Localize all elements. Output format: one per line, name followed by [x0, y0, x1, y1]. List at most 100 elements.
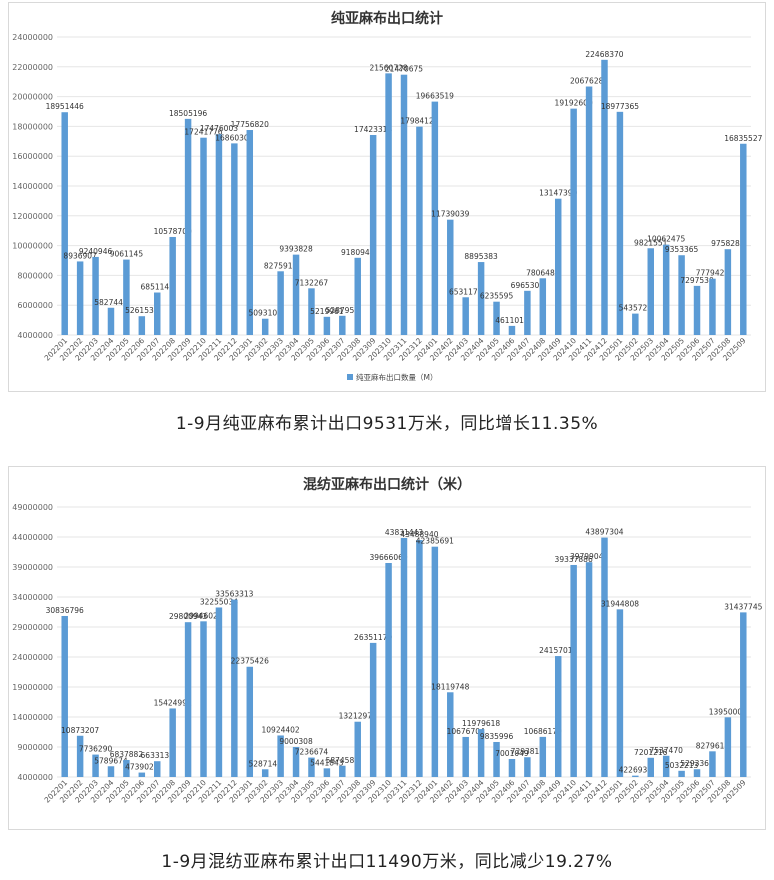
bar-chart-blended-linen: 混纺亚麻布出口统计（米） 4000000 9000000 14000000 190000… [12, 476, 762, 805]
y-tick-label: 4000000 [17, 773, 53, 782]
bar-202306 [323, 316, 331, 335]
y-tick-label: 8000000 [17, 271, 53, 280]
y-tick-label: 20000000 [12, 93, 53, 102]
bar-202207 [154, 292, 161, 335]
data-label: 39666069 [369, 553, 407, 562]
bar-202405 [493, 301, 500, 335]
bar-202411 [585, 562, 593, 777]
bar-202311 [400, 538, 408, 777]
y-tick-label: 12000000 [12, 212, 53, 221]
chart-panel-blended-linen: 混纺亚麻布出口统计（米） 4000000 9000000 14000000 190000… [8, 466, 766, 830]
data-label: 18951446 [46, 102, 84, 111]
bar-202505 [678, 255, 685, 335]
bar-202312 [416, 126, 423, 335]
bar-202308 [354, 257, 361, 335]
bar-202304 [292, 746, 300, 777]
legend-swatch [347, 374, 353, 380]
bar-202401 [431, 101, 439, 336]
data-label: 10676704 [447, 727, 485, 736]
data-label: 4611018 [495, 316, 529, 325]
data-label: 21560728 [369, 63, 407, 72]
chart-title: 混纺亚麻布出口统计（米） [303, 476, 471, 493]
bar-202206 [138, 772, 146, 777]
data-label: 33563313 [215, 590, 253, 599]
data-label: 10924402 [262, 725, 300, 734]
chart-title: 纯亚麻布出口统计 [331, 10, 443, 27]
bar-202504 [662, 755, 670, 777]
data-label: 5789674 [94, 756, 128, 765]
bar-202204 [107, 307, 115, 335]
data-label: 31944808 [601, 599, 639, 608]
bar-chart-pure-linen: 纯亚麻布出口统计 4000000 6000000 8000000 10000000 120… [12, 10, 762, 382]
bar-202509 [740, 612, 747, 777]
bar-202209 [184, 622, 192, 777]
y-tick-label: 49000000 [12, 503, 53, 512]
data-label: 22468370 [585, 50, 623, 59]
bar-202201 [61, 112, 68, 336]
bar-202405 [493, 741, 500, 777]
data-label: 9821551 [634, 238, 668, 247]
data-label: 5441843 [310, 758, 344, 767]
bar-202305 [308, 288, 315, 335]
data-label: 5287955 [326, 306, 360, 315]
bar-202508 [724, 717, 732, 777]
bar-202406 [508, 758, 516, 777]
y-tick-label: 29000000 [12, 623, 53, 632]
bar-202301 [246, 130, 254, 335]
bar-202407 [524, 290, 531, 335]
bar-202411 [585, 86, 593, 335]
data-label: 8275913 [264, 261, 298, 270]
bar-202211 [215, 607, 223, 777]
data-label: 13212972 [339, 712, 377, 721]
data-label: 19663519 [416, 92, 454, 101]
bar-202205 [123, 259, 130, 335]
bar-202307 [339, 765, 346, 777]
data-label: 7297530 [680, 276, 714, 285]
data-label: 6235595 [480, 292, 514, 301]
data-label: 43488940 [400, 530, 438, 539]
bar-202402 [447, 219, 454, 335]
data-label: 39337886 [555, 555, 593, 564]
bar-202309 [369, 134, 377, 335]
data-label: 22375426 [231, 657, 269, 666]
bar-202209 [184, 118, 192, 335]
data-label: 29800943 [169, 612, 207, 621]
bar-202306 [323, 768, 331, 777]
bar-202409 [554, 198, 562, 335]
data-label: 9353365 [665, 245, 699, 254]
data-label: 30836796 [46, 606, 84, 615]
y-tick-label: 16000000 [12, 152, 53, 161]
data-label: 8936907 [63, 251, 97, 260]
bar-202212 [231, 599, 238, 777]
data-label: 7736290 [79, 745, 113, 754]
data-label: 5032213 [665, 761, 699, 770]
data-label: 16860306 [215, 133, 253, 142]
data-label: 4739028 [125, 763, 159, 772]
bar-202310 [385, 73, 392, 335]
data-label: 10873207 [61, 726, 99, 735]
data-label: 7132267 [295, 278, 329, 287]
data-label: 4226937 [619, 766, 653, 775]
data-label: 10062475 [647, 235, 685, 244]
data-label: 7806485 [526, 268, 560, 277]
bar-202311 [400, 74, 408, 335]
bar-202402 [447, 692, 454, 777]
data-label: 20676282 [570, 77, 608, 86]
bar-202202 [76, 735, 84, 777]
caption-pure-linen: 1-9月纯亚麻布累计出口9531万米，同比增长11.35% [175, 414, 599, 434]
chart-panel-pure-linen: 纯亚麻布出口统计 4000000 6000000 8000000 10000000 120… [8, 2, 766, 392]
bar-202204 [107, 766, 115, 777]
y-tick-label: 4000000 [17, 331, 53, 340]
bar-202310 [385, 563, 392, 777]
y-tick-label: 9000000 [17, 743, 53, 752]
bar-202303 [277, 271, 284, 335]
bar-202205 [123, 759, 130, 777]
y-tick-label: 34000000 [12, 593, 53, 602]
data-label: 18505196 [169, 109, 207, 118]
bar-202210 [200, 137, 207, 335]
bar-202303 [277, 735, 284, 777]
data-label: 6965309 [511, 281, 545, 290]
bar-202308 [354, 721, 361, 777]
data-label: 13950000 [709, 707, 747, 716]
bar-202212 [231, 143, 238, 335]
